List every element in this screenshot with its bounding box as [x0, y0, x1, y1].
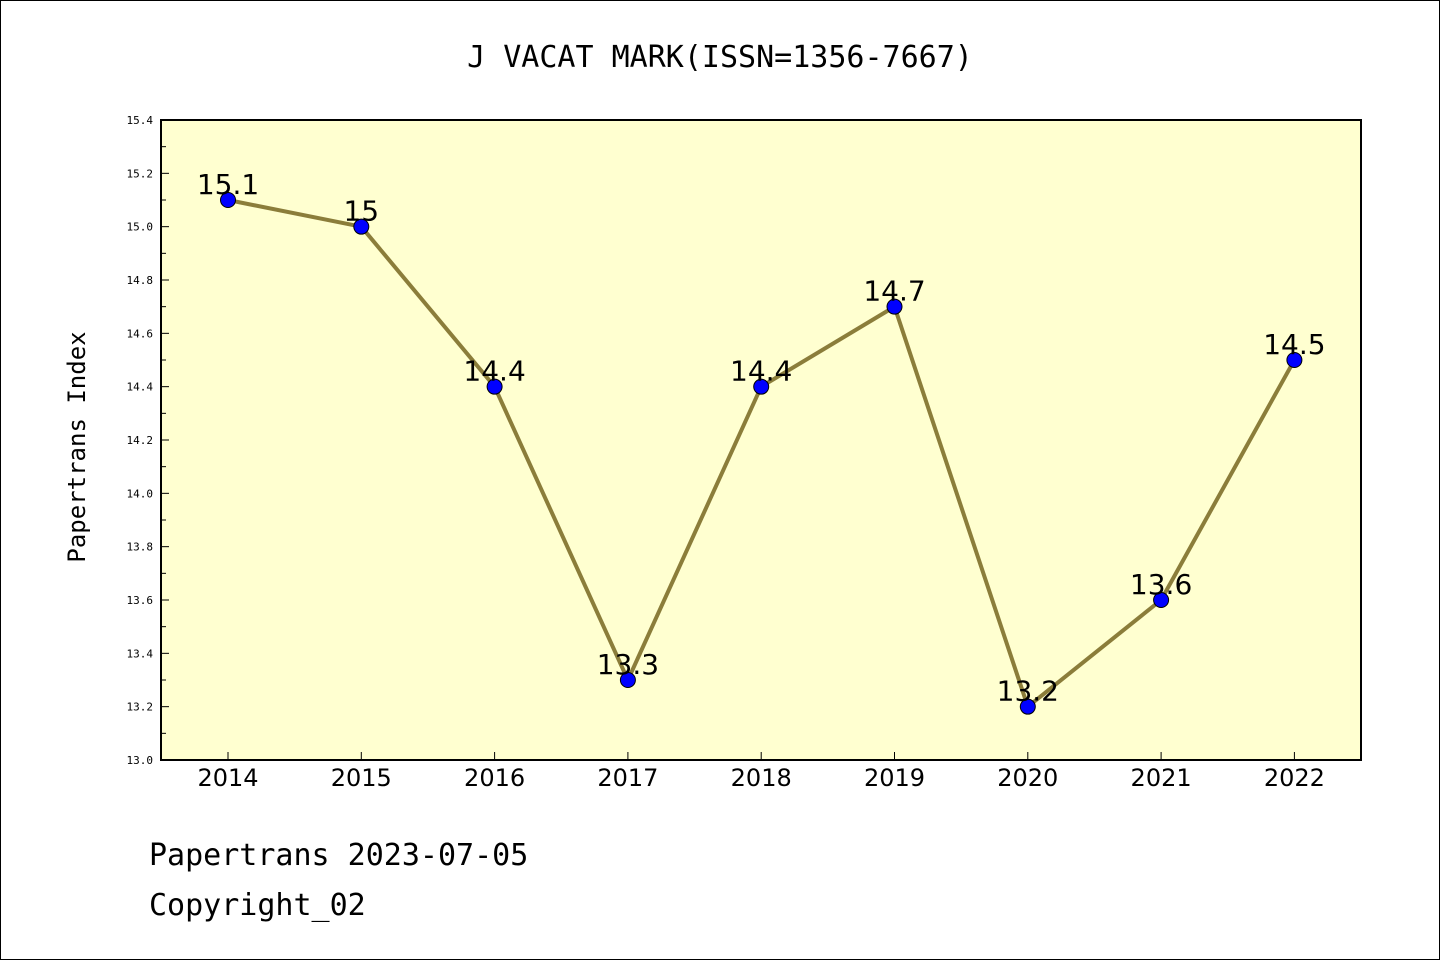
y-tick-label: 14.4	[127, 381, 154, 394]
data-label: 14.5	[1263, 328, 1325, 361]
data-point	[753, 378, 770, 395]
y-tick-label: 14.8	[127, 274, 154, 287]
data-point	[886, 298, 903, 315]
data-point	[619, 672, 636, 688]
data-label: 14.7	[863, 275, 925, 308]
data-label: 13.2	[997, 675, 1059, 708]
x-tick-label: 2018	[731, 764, 792, 792]
data-label: 14.4	[730, 355, 792, 388]
y-tick-label: 15.2	[127, 167, 154, 180]
x-tick-label: 2020	[997, 764, 1058, 792]
x-tick-label: 2017	[597, 764, 658, 792]
y-tick-label: 15.4	[127, 114, 154, 127]
footer-copyright: Copyright_02	[149, 888, 366, 923]
data-point	[353, 218, 370, 235]
data-point	[1153, 592, 1170, 608]
x-tick-label: 2021	[1131, 764, 1192, 792]
data-label: 14.4	[463, 355, 525, 388]
data-point	[220, 192, 236, 208]
x-tick-label: 2019	[864, 764, 925, 792]
y-tick-label: 13.6	[127, 594, 154, 607]
y-tick-label: 13.0	[127, 754, 154, 767]
data-point	[1286, 352, 1303, 368]
y-tick-label: 13.4	[127, 647, 154, 660]
data-label: 15	[343, 195, 379, 228]
y-tick-label: 14.0	[127, 487, 154, 500]
data-point	[486, 378, 503, 395]
chart-title: J VACAT MARK(ISSN=1356-7667)	[467, 40, 973, 75]
data-label: 15.1	[197, 168, 259, 201]
y-tick-label: 14.2	[127, 434, 154, 447]
x-tick-label: 2015	[331, 764, 392, 792]
y-axis-label: Papertrans Index	[63, 331, 91, 562]
y-tick-label: 13.8	[127, 541, 154, 554]
x-tick-label: 2014	[197, 764, 258, 792]
plot-area	[160, 119, 1362, 761]
footer-date: Papertrans 2023-07-05	[149, 838, 528, 873]
data-point	[1019, 698, 1036, 715]
y-tick-label: 14.6	[127, 327, 154, 340]
x-tick-label: 2016	[464, 764, 525, 792]
y-tick-label: 13.2	[127, 701, 154, 714]
data-label: 13.3	[597, 648, 659, 681]
x-tick-label: 2022	[1264, 764, 1325, 792]
data-label: 13.6	[1130, 568, 1192, 601]
y-tick-label: 15.0	[127, 221, 154, 234]
